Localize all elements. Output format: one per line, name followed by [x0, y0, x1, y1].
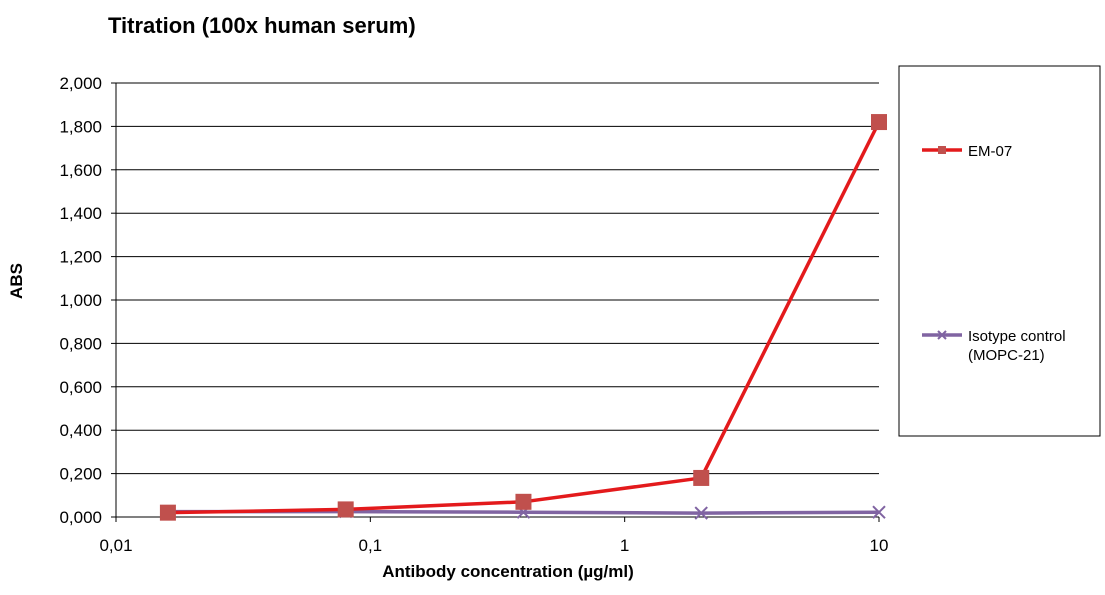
legend-label-em-07: EM-07: [968, 143, 1012, 160]
marker-stroke: [872, 505, 886, 519]
x-tick-label: 1: [620, 536, 629, 555]
y-tick-label: 0,400: [59, 421, 102, 440]
legend-box: [898, 65, 1101, 437]
legend: EM-07 Isotype control (MOPC-21): [898, 65, 1101, 437]
legend-marker-em-07: [938, 146, 946, 154]
marker-stroke: [937, 330, 947, 340]
y-tick-label: 0,200: [59, 465, 102, 484]
data-point-em-07: [871, 114, 887, 131]
legend-label-isotype-control: (MOPC-21): [968, 347, 1045, 364]
y-axis-label: ABS: [7, 263, 26, 299]
gridlines: [116, 82, 879, 475]
x-tick-label: 0,1: [359, 536, 383, 555]
x-tick-label: 0,01: [99, 536, 132, 555]
marker-stroke: [694, 506, 708, 520]
series-layer: [159, 114, 887, 521]
data-point-em-07: [693, 469, 710, 486]
legend-marker-isotype-control: [937, 330, 947, 340]
series-line-em-07: [167, 121, 881, 515]
data-point-isotype-control: [872, 505, 886, 519]
axes: 0,000 0,200 0,400 0,600 0,800 1,000 1,200 1,400…: [59, 74, 888, 555]
chart-title: Titration (100x human serum): [108, 13, 416, 38]
legend-label-isotype-control: Isotype control: [968, 328, 1066, 345]
y-tick-label: 0,000: [59, 508, 102, 527]
data-point-em-07: [159, 504, 176, 521]
y-tick-label: 1,200: [59, 248, 102, 267]
x-tick-label: 10: [870, 536, 889, 555]
data-point-isotype-control: [694, 506, 708, 520]
y-tick-label: 0,600: [59, 378, 102, 397]
y-tick-label: 1,600: [59, 161, 102, 180]
x-axis-label: Antibody concentration (µg/ml): [382, 562, 634, 581]
y-tick-label: 0,800: [59, 334, 102, 353]
y-tick-label: 1,000: [59, 291, 102, 310]
y-tick-label: 1,800: [59, 117, 102, 136]
data-point-em-07: [337, 501, 354, 518]
data-point-em-07: [515, 493, 532, 510]
y-tick-label: 1,400: [59, 204, 102, 223]
y-tick-label: 2,000: [59, 74, 102, 93]
